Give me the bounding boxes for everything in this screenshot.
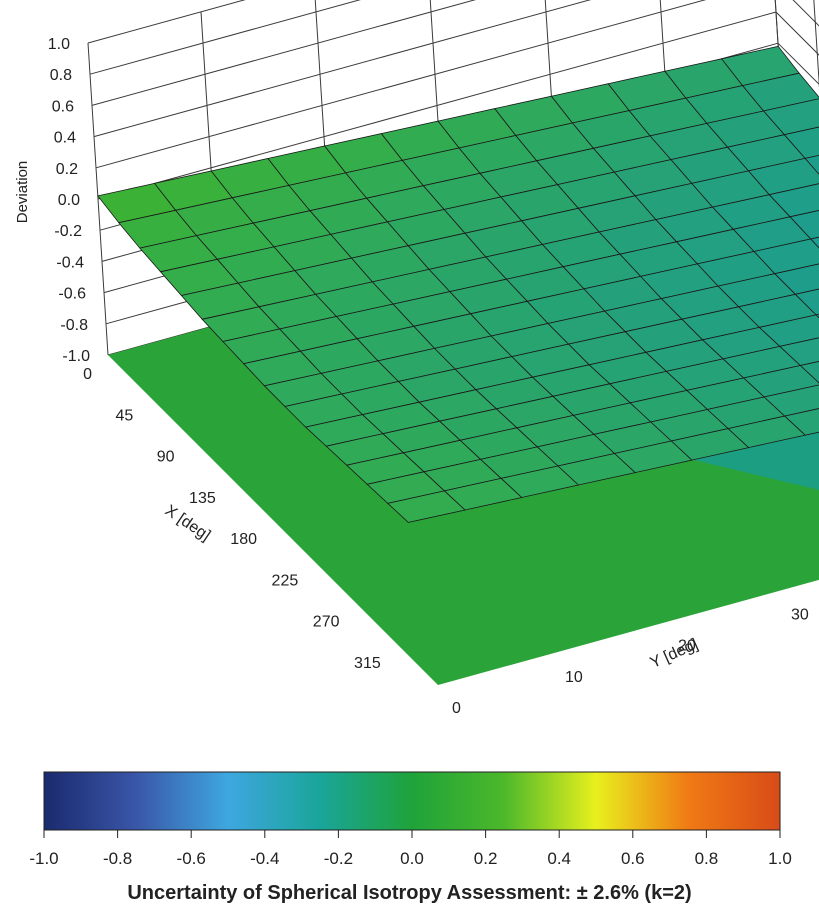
colorbar-tick-label-3: -0.4 <box>250 849 279 868</box>
z-tick-label-3: 0.4 <box>54 130 76 147</box>
y-tick-label-2: 20 <box>678 638 696 655</box>
x-tick-label-0: 0 <box>83 366 92 383</box>
x-axis-label: X [deg] <box>162 502 214 544</box>
colorbar-band <box>43 771 781 831</box>
axis-tick-labels: 1.00.80.60.40.20.0-0.2-0.4-0.6-0.8-1.004… <box>48 36 809 717</box>
z-tick-label-0: 1.0 <box>48 36 70 53</box>
back-wall-gridline-0 <box>87 0 246 44</box>
y-axis-label: Y [deg] <box>648 636 701 672</box>
z-tick-label-1: 0.8 <box>50 67 72 84</box>
z-tick-label-2: 0.6 <box>52 98 74 115</box>
chart-caption: Uncertainty of Spherical Isotropy Assess… <box>127 882 692 904</box>
back-wall-gridline-1 <box>89 0 361 75</box>
z-tick-label-8: -0.6 <box>58 286 86 303</box>
y-tick-label-1: 10 <box>565 669 583 686</box>
z-tick-label-4: 0.2 <box>56 161 78 178</box>
z-tick-label-9: -0.8 <box>60 317 88 334</box>
y-tick-label-3: 30 <box>791 607 809 624</box>
colorbar-tick-label-8: 0.6 <box>621 849 645 868</box>
x-tick-label-7: 315 <box>354 655 381 672</box>
colorbar-tick-label-2: -0.6 <box>177 849 206 868</box>
y-tick-label-0: 0 <box>452 700 461 717</box>
colorbar-tick-label-4: -0.2 <box>324 849 353 868</box>
z-axis-label: Deviation <box>14 161 31 224</box>
side-wall-vertical-1 <box>813 0 819 89</box>
z-tick-label-6: -0.2 <box>54 223 82 240</box>
x-tick-label-3: 135 <box>189 490 216 507</box>
colorbar-tick-label-10: 1.0 <box>768 849 792 868</box>
colorbar: -1.0 -0.8 -0.6 -0.4 -0.2 0.0 0.2 0.4 0.6 0.8 1.0 <box>29 771 792 868</box>
colorbar-tick-label-7: 0.4 <box>547 849 571 868</box>
colorbar-tick-label-5: 0.0 <box>400 849 424 868</box>
colorbar-tick-label-6: 0.2 <box>474 849 498 868</box>
x-tick-label-4: 180 <box>230 531 257 548</box>
colorbar-tick-label-1: -0.8 <box>103 849 132 868</box>
x-tick-label-2: 90 <box>157 449 175 466</box>
back-wall-vertical-0 <box>87 42 109 356</box>
deviation-surface <box>97 45 819 523</box>
z-tick-label-7: -0.4 <box>56 254 84 271</box>
z-tick-label-5: 0.0 <box>58 192 80 209</box>
colorbar-tick-label-0: -1.0 <box>29 849 58 868</box>
x-tick-label-1: 45 <box>115 407 133 424</box>
x-tick-label-5: 225 <box>272 572 299 589</box>
z-tick-label-10: -1.0 <box>62 348 90 365</box>
x-tick-label-6: 270 <box>313 614 340 631</box>
colorbar-tick-label-9: 0.8 <box>695 849 719 868</box>
surface-cell-14-0 <box>386 490 466 523</box>
